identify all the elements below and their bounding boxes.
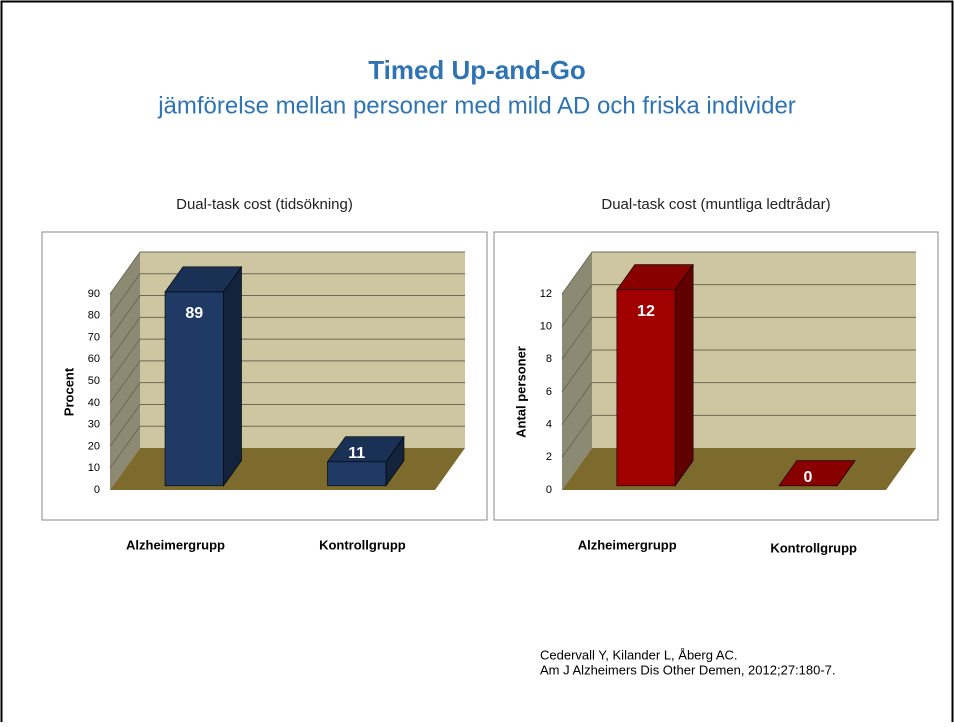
y-tick-label: 6 [546,386,552,398]
grid-line [109,425,465,469]
bar-top [778,460,856,487]
floor [562,448,916,490]
y-tick-label: 30 [88,419,100,431]
grid-line [109,338,465,382]
x-tick-label: Alzheimergrupp [578,537,677,552]
y-tick-label: 50 [88,375,100,387]
grid-line [109,360,465,404]
y-tick-label: 10 [540,321,552,333]
side-wall [110,252,140,490]
chart-title: Dual-task cost (muntliga ledtrådar) [601,196,830,213]
grid-line [109,251,465,295]
x-tick-label: Kontrollgrupp [319,537,406,552]
data-label: 12 [637,303,655,320]
y-tick-label: 0 [546,484,552,496]
grid-line [561,382,916,425]
slide-subtitle: jämförelse mellan personer med mild AD o… [157,92,796,119]
grid-line [561,284,916,327]
grid-line [109,403,465,447]
y-tick-label: 12 [540,288,552,300]
y-tick-label: 8 [546,353,552,365]
grid-line [109,273,465,317]
grid-line [561,316,916,360]
y-axis-label: Antal personer [513,346,528,438]
y-tick-label: 4 [546,419,552,431]
grid-line [561,349,916,393]
bar [327,461,387,487]
y-tick-label: 0 [94,484,100,496]
y-tick-label: 20 [88,440,100,452]
grid-line [561,251,916,295]
bar [164,291,224,487]
grid-line [109,382,465,425]
y-tick-label: 40 [88,397,100,409]
y-tick-label: 90 [88,288,100,300]
grid-line [109,316,465,360]
y-tick-label: 2 [546,451,552,463]
data-label: 0 [804,469,813,486]
y-tick-label: 60 [88,353,100,365]
grid-line [109,295,465,338]
chart-title: Dual-task cost (tidsökning) [176,196,353,213]
citation: Cedervall Y, Kilander L, Åberg AC. [540,647,738,662]
data-label: 11 [348,445,365,462]
data-label: 89 [185,305,203,322]
bar [616,289,676,487]
y-tick-label: 80 [88,310,100,322]
y-tick-label: 10 [88,462,100,474]
grid-line [561,414,916,458]
floor [110,448,465,490]
y-axis-label: Procent [61,367,76,416]
citation: Am J Alzheimers Dis Other Demen, 2012;27… [540,662,836,677]
y-tick-label: 70 [88,331,100,343]
bar-side [674,263,694,487]
x-tick-label: Alzheimergrupp [126,537,225,552]
slide-title: Timed Up-and-Go [368,55,586,85]
x-tick-label: Kontrollgrupp [770,540,857,555]
bar-side [223,265,242,487]
